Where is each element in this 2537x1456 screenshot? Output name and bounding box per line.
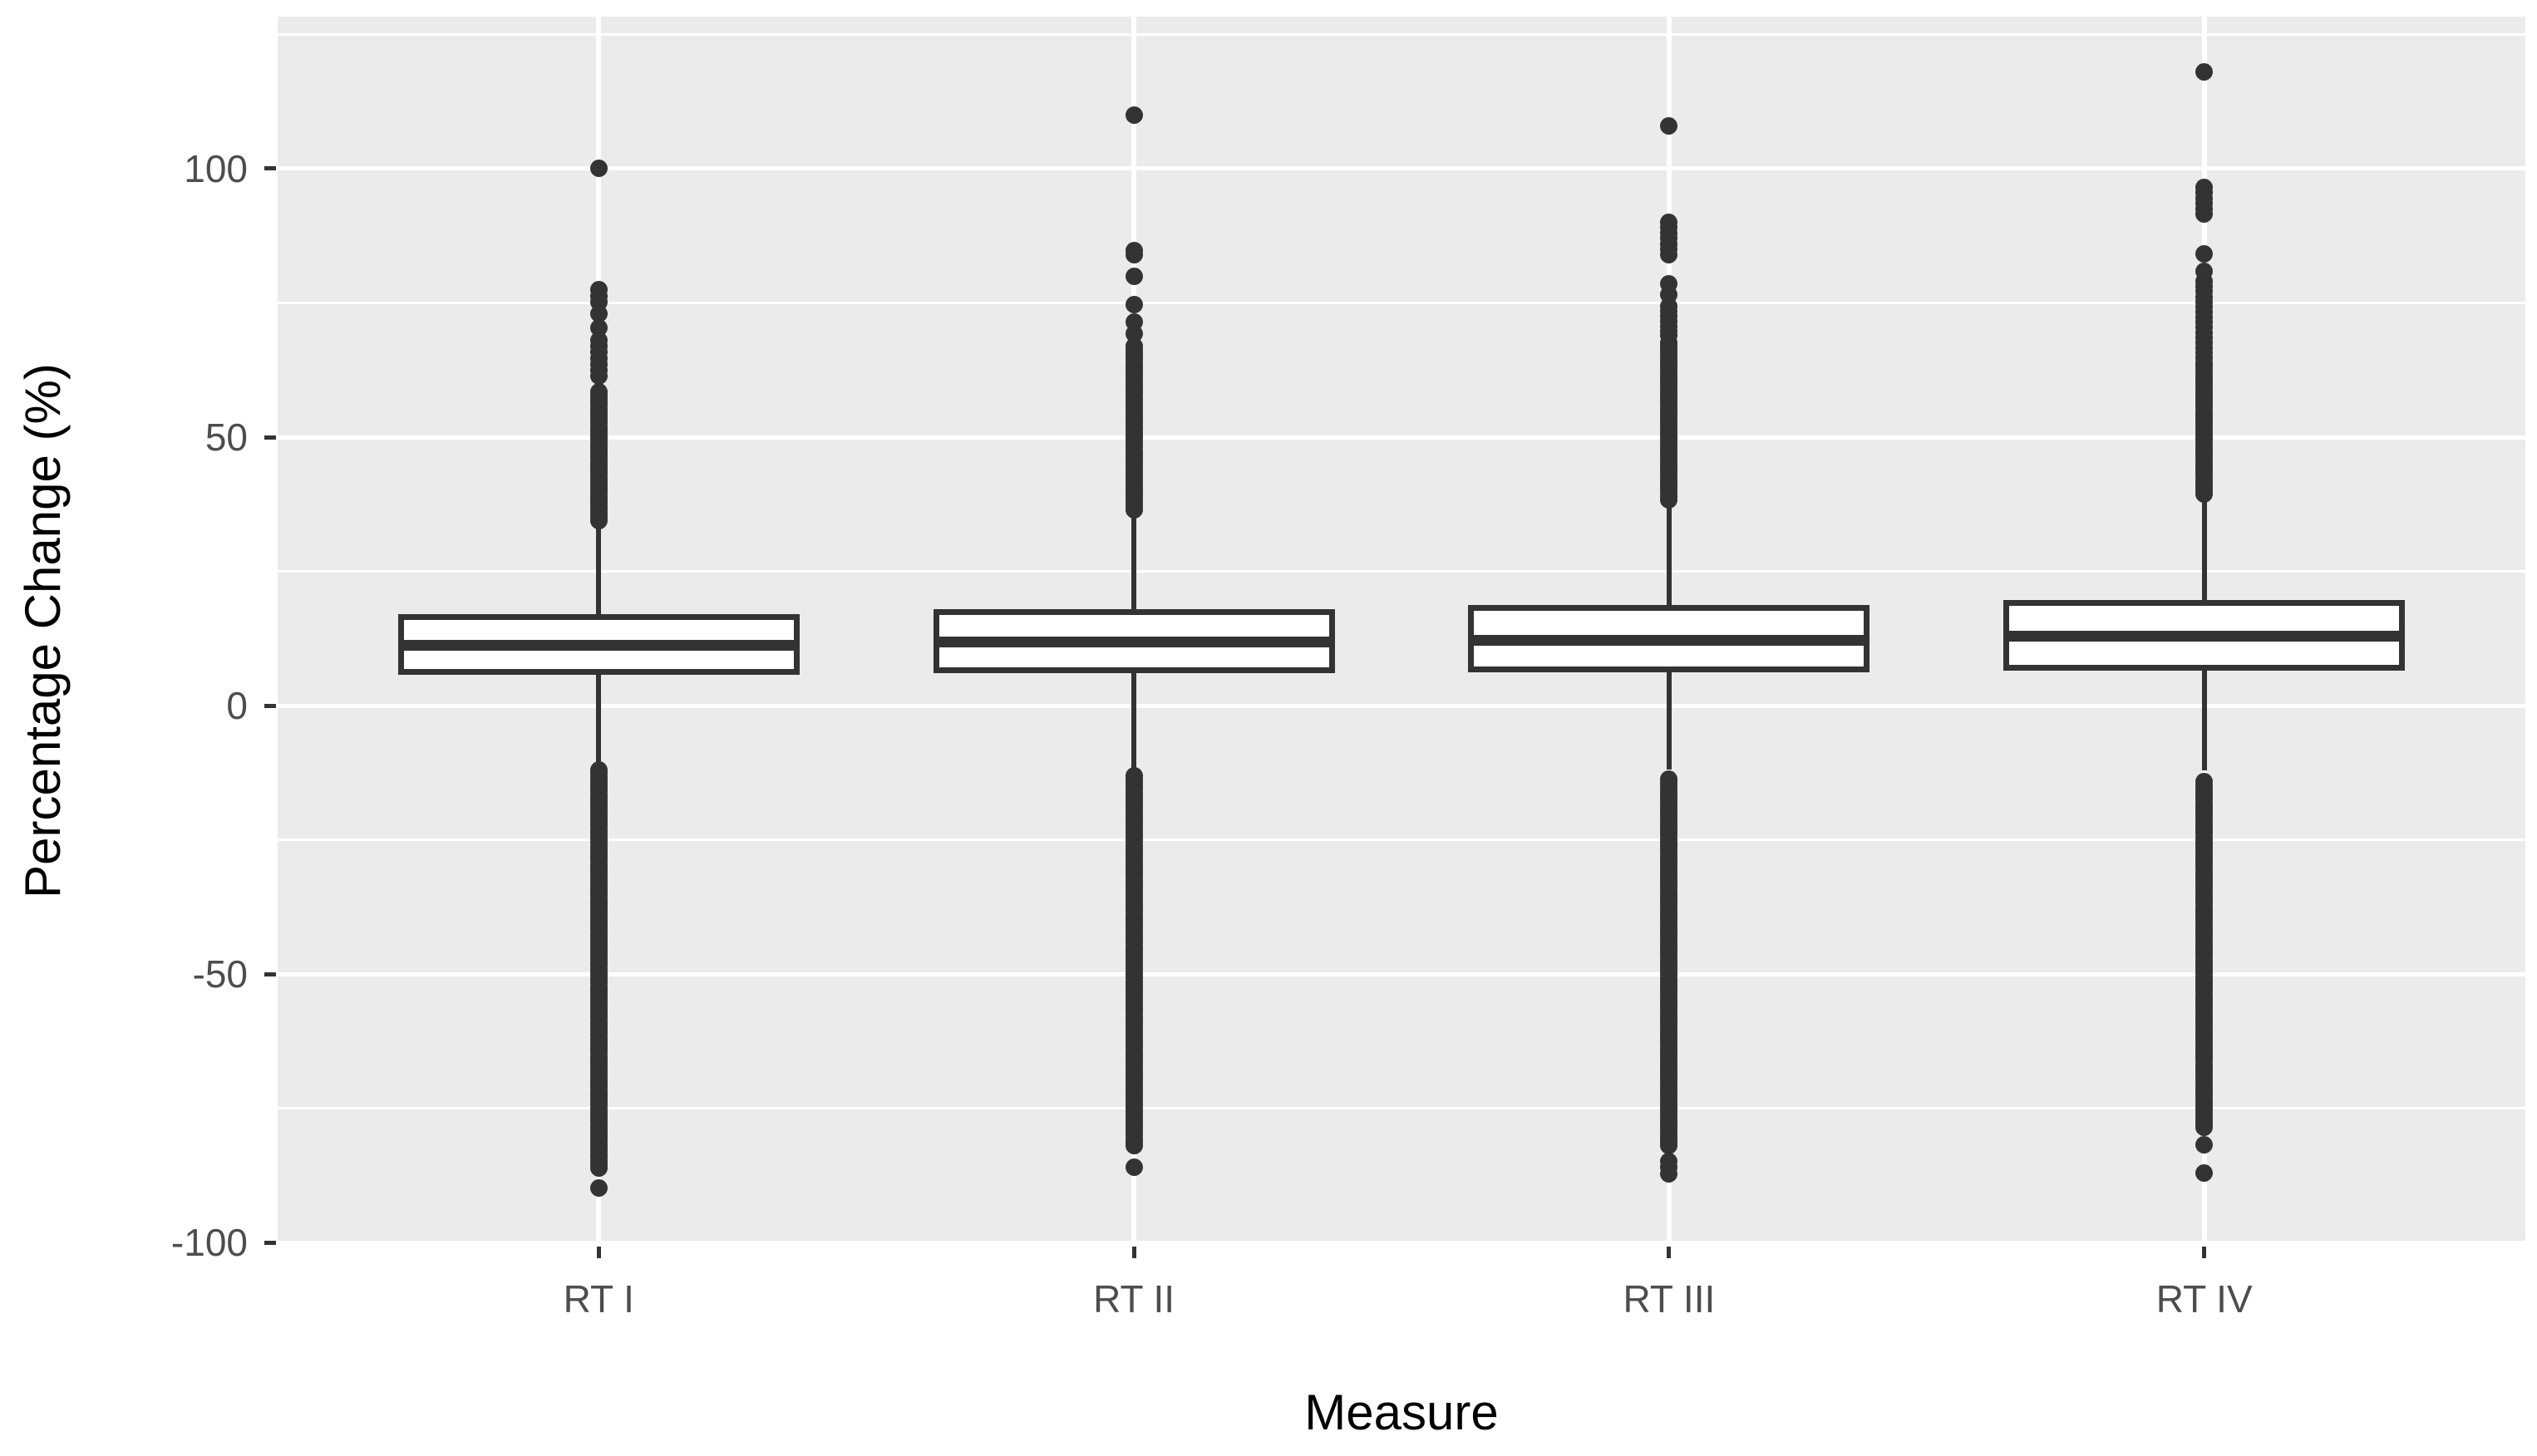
outlier-dot xyxy=(589,366,608,385)
x-tick-mark xyxy=(596,1247,601,1258)
median-line xyxy=(1468,634,1870,646)
y-tick-label: 100 xyxy=(184,146,248,190)
outlier-dot xyxy=(589,512,608,530)
outlier-dot xyxy=(2195,262,2214,280)
outlier-dot xyxy=(1660,490,1678,509)
y-tick-label: 0 xyxy=(226,684,248,728)
outlier-dot xyxy=(1125,501,1143,519)
outlier-dot xyxy=(2195,1136,2214,1154)
gridline-major xyxy=(278,166,2525,171)
y-tick-mark xyxy=(264,703,276,708)
outlier-dot xyxy=(2195,485,2214,504)
outlier-dot xyxy=(1125,325,1143,343)
gridline-minor xyxy=(278,1107,2525,1110)
outlier-dot xyxy=(2195,205,2214,224)
outlier-dot xyxy=(2195,63,2214,81)
x-tick-label-rt-i: RT I xyxy=(563,1277,634,1321)
plot-panel xyxy=(278,17,2525,1245)
gridline-major xyxy=(278,1240,2525,1245)
gridline-minor xyxy=(278,32,2525,36)
outlier-dot xyxy=(2195,1119,2214,1137)
gridline-minor xyxy=(278,301,2525,304)
outlier-dot xyxy=(1125,106,1143,124)
y-tick-label: -50 xyxy=(192,952,248,996)
whisker-upper xyxy=(596,525,602,614)
whisker-upper xyxy=(2201,494,2207,601)
gridline-major xyxy=(278,971,2525,976)
boxplot-box-rt-iv xyxy=(2003,600,2406,671)
whisker-lower xyxy=(2201,671,2207,771)
outlier-dot xyxy=(589,1178,608,1197)
whisker-lower xyxy=(596,674,602,762)
outlier-dot xyxy=(1125,267,1143,285)
outlier-dot xyxy=(1125,295,1143,313)
y-tick-mark xyxy=(264,971,276,976)
x-tick-mark xyxy=(2202,1247,2207,1258)
outlier-dot xyxy=(2195,245,2214,263)
y-tick-mark xyxy=(264,435,276,440)
y-tick-label: -100 xyxy=(170,1221,248,1265)
outlier-dot xyxy=(1125,1136,1143,1154)
outlier-dot xyxy=(1660,1137,1678,1155)
gridline-minor xyxy=(278,570,2525,573)
median-line xyxy=(2003,631,2406,642)
x-tick-mark xyxy=(1667,1247,1672,1258)
outlier-dot xyxy=(1660,116,1678,135)
whisker-upper xyxy=(1666,504,1672,606)
y-tick-label: 50 xyxy=(204,416,248,460)
boxplot-box-rt-i xyxy=(397,613,800,675)
gridline-major xyxy=(278,435,2525,440)
whisker-lower xyxy=(1131,672,1137,770)
boxplot-box-rt-iii xyxy=(1468,605,1870,673)
outlier-dot xyxy=(589,1159,608,1178)
gridline-major xyxy=(278,703,2525,708)
y-tick-mark xyxy=(264,166,276,171)
x-tick-mark xyxy=(1131,1247,1136,1258)
x-tick-label-rt-iii: RT III xyxy=(1623,1277,1716,1321)
outlier-dot xyxy=(1660,1165,1678,1183)
median-line xyxy=(397,640,800,652)
outlier-dot xyxy=(1660,286,1678,304)
y-tick-mark xyxy=(264,1240,276,1245)
x-tick-label-rt-ii: RT II xyxy=(1093,1277,1175,1321)
outlier-dot xyxy=(589,304,608,322)
outlier-dot xyxy=(1660,245,1678,263)
whisker-lower xyxy=(1666,672,1672,770)
whisker-upper xyxy=(1131,513,1137,609)
gridline-minor xyxy=(278,839,2525,842)
outlier-dot xyxy=(589,160,608,178)
outlier-dot xyxy=(2195,1163,2214,1182)
outlier-dot xyxy=(1125,1158,1143,1177)
outlier-dot xyxy=(1125,246,1143,264)
median-line xyxy=(933,636,1335,647)
x-tick-label-rt-iv: RT IV xyxy=(2155,1277,2253,1321)
outlier-dot xyxy=(589,319,608,337)
boxplot-box-rt-ii xyxy=(933,608,1335,673)
x-axis-title: Measure xyxy=(1304,1385,1499,1440)
